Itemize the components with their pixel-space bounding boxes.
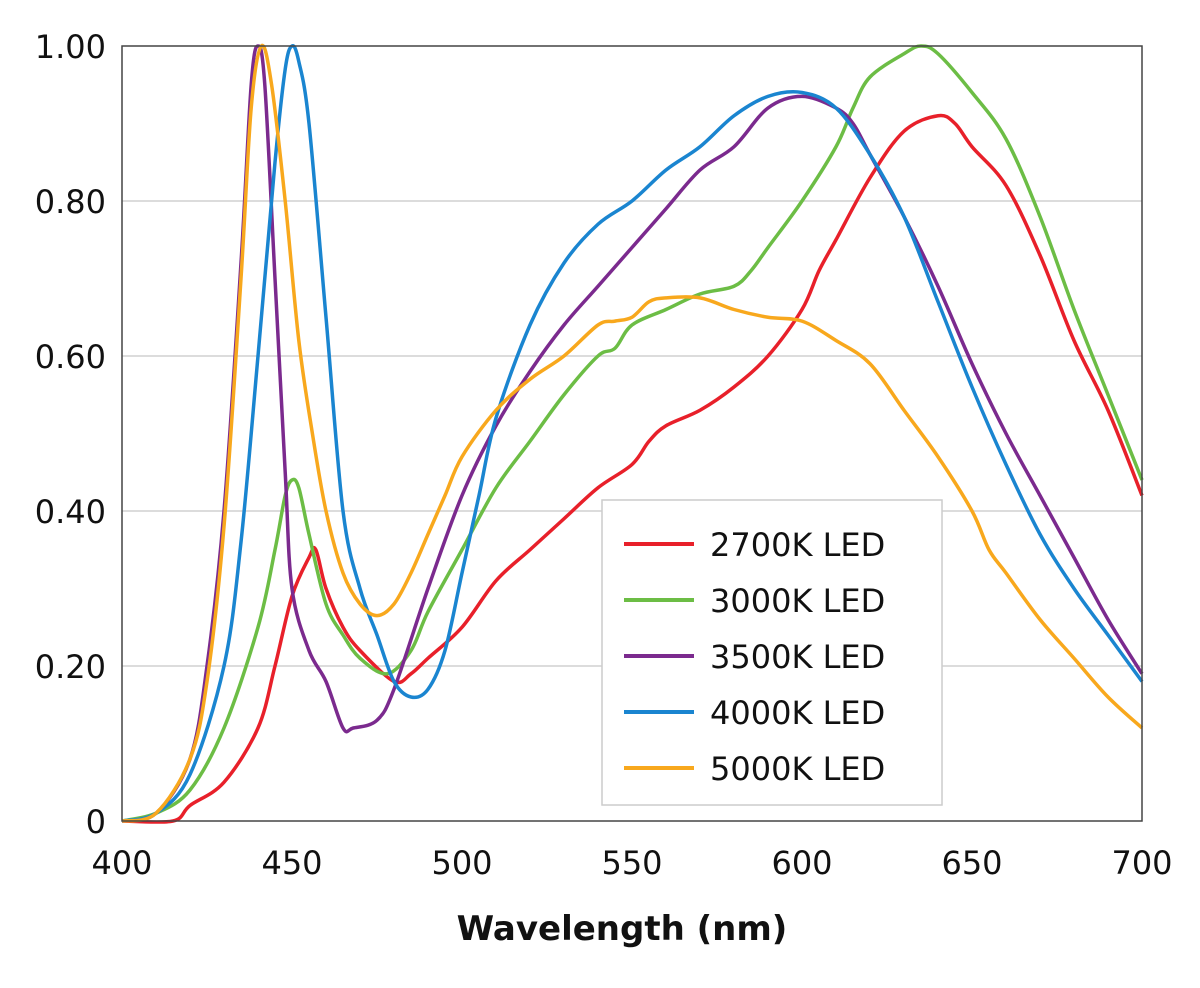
legend-label: 4000K LED <box>710 694 885 732</box>
y-tick-label: 0.80 <box>35 183 106 221</box>
series-lines <box>121 43 1144 824</box>
y-tick-label: 0.40 <box>35 493 106 531</box>
legend-label: 3000K LED <box>710 582 885 620</box>
y-axis: 0 0.20 0.40 0.60 0.80 1.00 <box>35 28 106 841</box>
legend-label: 5000K LED <box>710 750 885 788</box>
x-tick-label: 700 <box>1111 844 1172 882</box>
x-tick-label: 500 <box>431 844 492 882</box>
series-line-2700k-led <box>121 113 1144 824</box>
x-tick-label: 550 <box>601 844 662 882</box>
legend-box <box>601 499 943 806</box>
y-tick-label: 0.20 <box>35 648 106 686</box>
x-axis-label: Wavelength (nm) <box>457 909 788 949</box>
series-line-5000k-led <box>121 43 1144 823</box>
legend: 2700K LED 3000K LED 3500K LED 4000K LED 5000… <box>601 499 943 806</box>
x-tick-label: 450 <box>261 844 322 882</box>
series-line-3000k-led <box>121 44 1144 823</box>
y-tick-label: 1.00 <box>35 28 106 66</box>
legend-label: 2700K LED <box>710 526 885 564</box>
plot-border <box>121 45 1143 822</box>
x-tick-label: 400 <box>91 844 152 882</box>
legend-label: 3500K LED <box>710 638 885 676</box>
x-axis: 400 450 500 550 600 650 700 <box>91 844 1172 882</box>
x-tick-label: 600 <box>771 844 832 882</box>
x-tick-label: 650 <box>941 844 1002 882</box>
y-tick-label: 0.60 <box>35 338 106 376</box>
y-tick-label: 0 <box>86 803 106 841</box>
series-line-4000k-led <box>121 44 1144 823</box>
